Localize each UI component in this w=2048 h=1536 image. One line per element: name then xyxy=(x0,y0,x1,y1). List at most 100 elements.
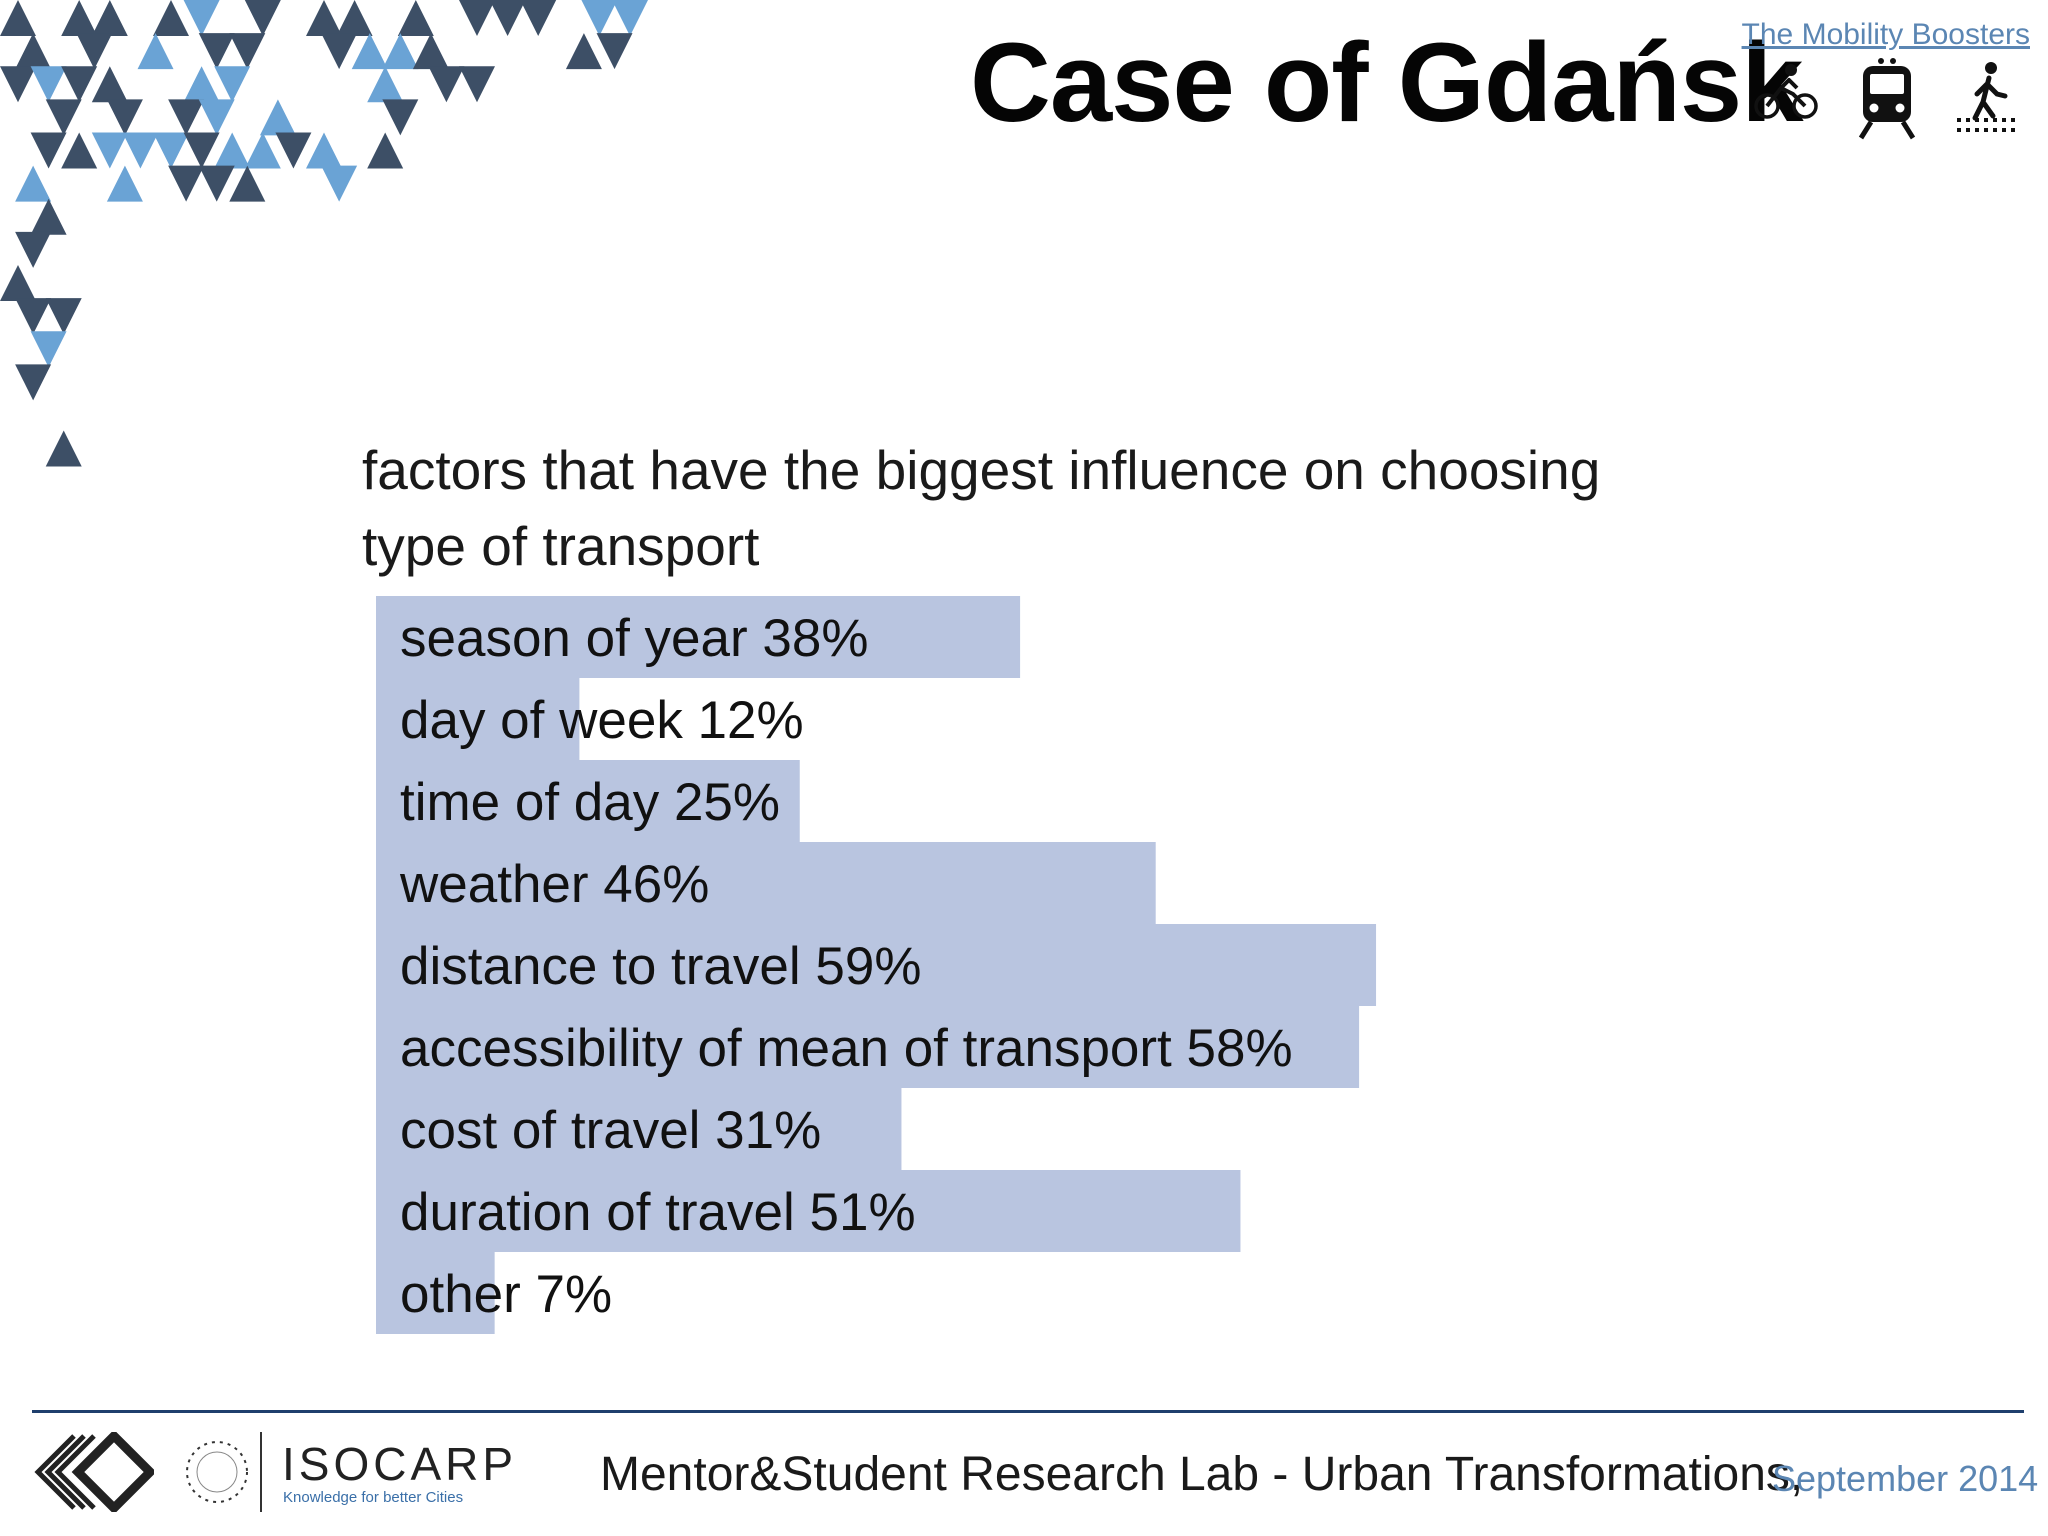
triangle-pattern-decoration xyxy=(0,0,648,467)
triangle-decoration xyxy=(61,132,98,169)
triangle-decoration xyxy=(106,165,143,202)
triangle-decoration xyxy=(0,264,36,301)
triangle-decoration xyxy=(351,33,388,70)
triangle-decoration xyxy=(214,132,251,169)
triangle-decoration xyxy=(229,33,266,70)
bar-weather xyxy=(376,842,1156,924)
mobility-boosters-link[interactable]: The Mobility Boosters xyxy=(1741,18,2030,51)
triangle-decoration xyxy=(596,33,633,70)
triangle-decoration xyxy=(198,33,235,70)
triangle-decoration xyxy=(137,33,174,70)
triangle-decoration xyxy=(122,132,159,169)
triangle-decoration xyxy=(153,0,189,36)
triangle-decoration xyxy=(15,231,52,268)
triangle-decoration xyxy=(30,331,67,368)
isocarp-logo-name: ISOCARP xyxy=(282,1438,518,1490)
triangle-decoration xyxy=(275,132,312,169)
page-title: Case of Gdańsk xyxy=(970,20,1804,145)
train-icon xyxy=(1858,58,1916,140)
triangle-decoration xyxy=(91,132,128,169)
isocarp-seal-icon xyxy=(186,1441,248,1503)
bar-duration-of-travel xyxy=(376,1170,1241,1252)
triangle-decoration xyxy=(76,33,113,70)
isocarp-logo-tagline: Knowledge for better Cities xyxy=(283,1489,464,1506)
triangle-decoration xyxy=(306,132,342,169)
bar-label: accessibility of mean of transport 58% xyxy=(400,1019,1293,1078)
triangle-decoration xyxy=(91,0,128,36)
bar-label: other 7% xyxy=(400,1265,612,1324)
triangle-decoration xyxy=(30,66,67,103)
logo-divider xyxy=(260,1432,262,1512)
triangle-decoration xyxy=(183,66,220,103)
triangle-decoration xyxy=(520,0,557,36)
bicycle-icon xyxy=(1754,64,1818,119)
bar-day-of-week xyxy=(376,678,580,760)
triangle-decoration xyxy=(0,66,36,103)
triangle-decoration xyxy=(15,364,52,401)
triangle-decoration xyxy=(183,0,220,36)
triangle-decoration xyxy=(306,0,342,36)
triangle-decoration xyxy=(321,165,358,202)
triangle-decoration xyxy=(459,0,495,36)
bar-distance-to-travel xyxy=(376,924,1377,1006)
triangle-decoration xyxy=(581,0,618,36)
triangle-decoration xyxy=(612,0,648,36)
bar-accessibility-of-mean-of-transport xyxy=(376,1006,1360,1088)
triangle-decoration xyxy=(382,33,419,70)
bar-cost-of-travel xyxy=(376,1088,902,1170)
triangle-decoration xyxy=(259,99,296,136)
triangle-decoration xyxy=(168,165,205,202)
triangle-decoration xyxy=(168,99,205,136)
triangle-decoration xyxy=(106,99,143,136)
bar-label: distance to travel 59% xyxy=(400,937,921,996)
triangle-decoration xyxy=(214,66,251,103)
triangle-decoration xyxy=(428,66,465,103)
footer-divider xyxy=(32,1410,2024,1413)
triangle-decoration xyxy=(91,66,128,103)
bar-time-of-day xyxy=(376,760,800,842)
bar-label: time of day 25% xyxy=(400,773,780,832)
triangle-decoration xyxy=(61,0,98,36)
triangle-decoration xyxy=(367,66,404,103)
triangle-decoration xyxy=(45,99,82,136)
triangle-decoration xyxy=(45,430,82,467)
triangle-decoration xyxy=(459,66,495,103)
footer-lab-title: Mentor&Student Research Lab - Urban Tran… xyxy=(600,1448,1804,1501)
bar-other xyxy=(376,1252,495,1334)
triangle-decoration xyxy=(15,298,52,335)
triangle-decoration xyxy=(397,0,434,36)
triangle-decoration xyxy=(0,0,36,36)
triangle-decoration xyxy=(412,33,449,70)
triangle-decoration xyxy=(367,132,404,169)
chart-title: factors that have the biggest influence … xyxy=(362,439,1601,577)
triangle-decoration xyxy=(244,0,281,36)
triangle-decoration xyxy=(198,165,235,202)
triangle-decoration xyxy=(15,165,52,202)
triangle-decoration xyxy=(565,33,602,70)
pedestrian-icon xyxy=(1957,62,2019,132)
triangle-decoration xyxy=(229,165,266,202)
bar-label: duration of travel 51% xyxy=(400,1183,916,1242)
triangle-decoration xyxy=(198,99,235,136)
triangle-decoration xyxy=(30,198,67,235)
triangle-decoration xyxy=(321,33,358,70)
triangle-decoration xyxy=(382,99,419,136)
bar-label: cost of travel 31% xyxy=(400,1101,821,1160)
triangle-decoration xyxy=(45,298,82,335)
footer-date: September 2014 xyxy=(1772,1458,2039,1499)
lab-logo-diamond-icon xyxy=(34,1432,154,1512)
triangle-decoration xyxy=(336,0,373,36)
triangle-decoration xyxy=(183,132,220,169)
bar-season-of-year xyxy=(376,596,1021,678)
triangle-decoration xyxy=(153,132,189,169)
triangle-decoration xyxy=(489,0,526,36)
triangle-decoration xyxy=(244,132,281,169)
triangle-decoration xyxy=(15,33,52,70)
bar-label: weather 46% xyxy=(399,855,709,914)
triangle-decoration xyxy=(30,132,67,169)
bar-label: season of year 38% xyxy=(400,609,868,668)
transport-mode-icons xyxy=(1745,58,2035,144)
triangle-decoration xyxy=(61,66,98,103)
bar-label: day of week 12% xyxy=(400,691,804,750)
